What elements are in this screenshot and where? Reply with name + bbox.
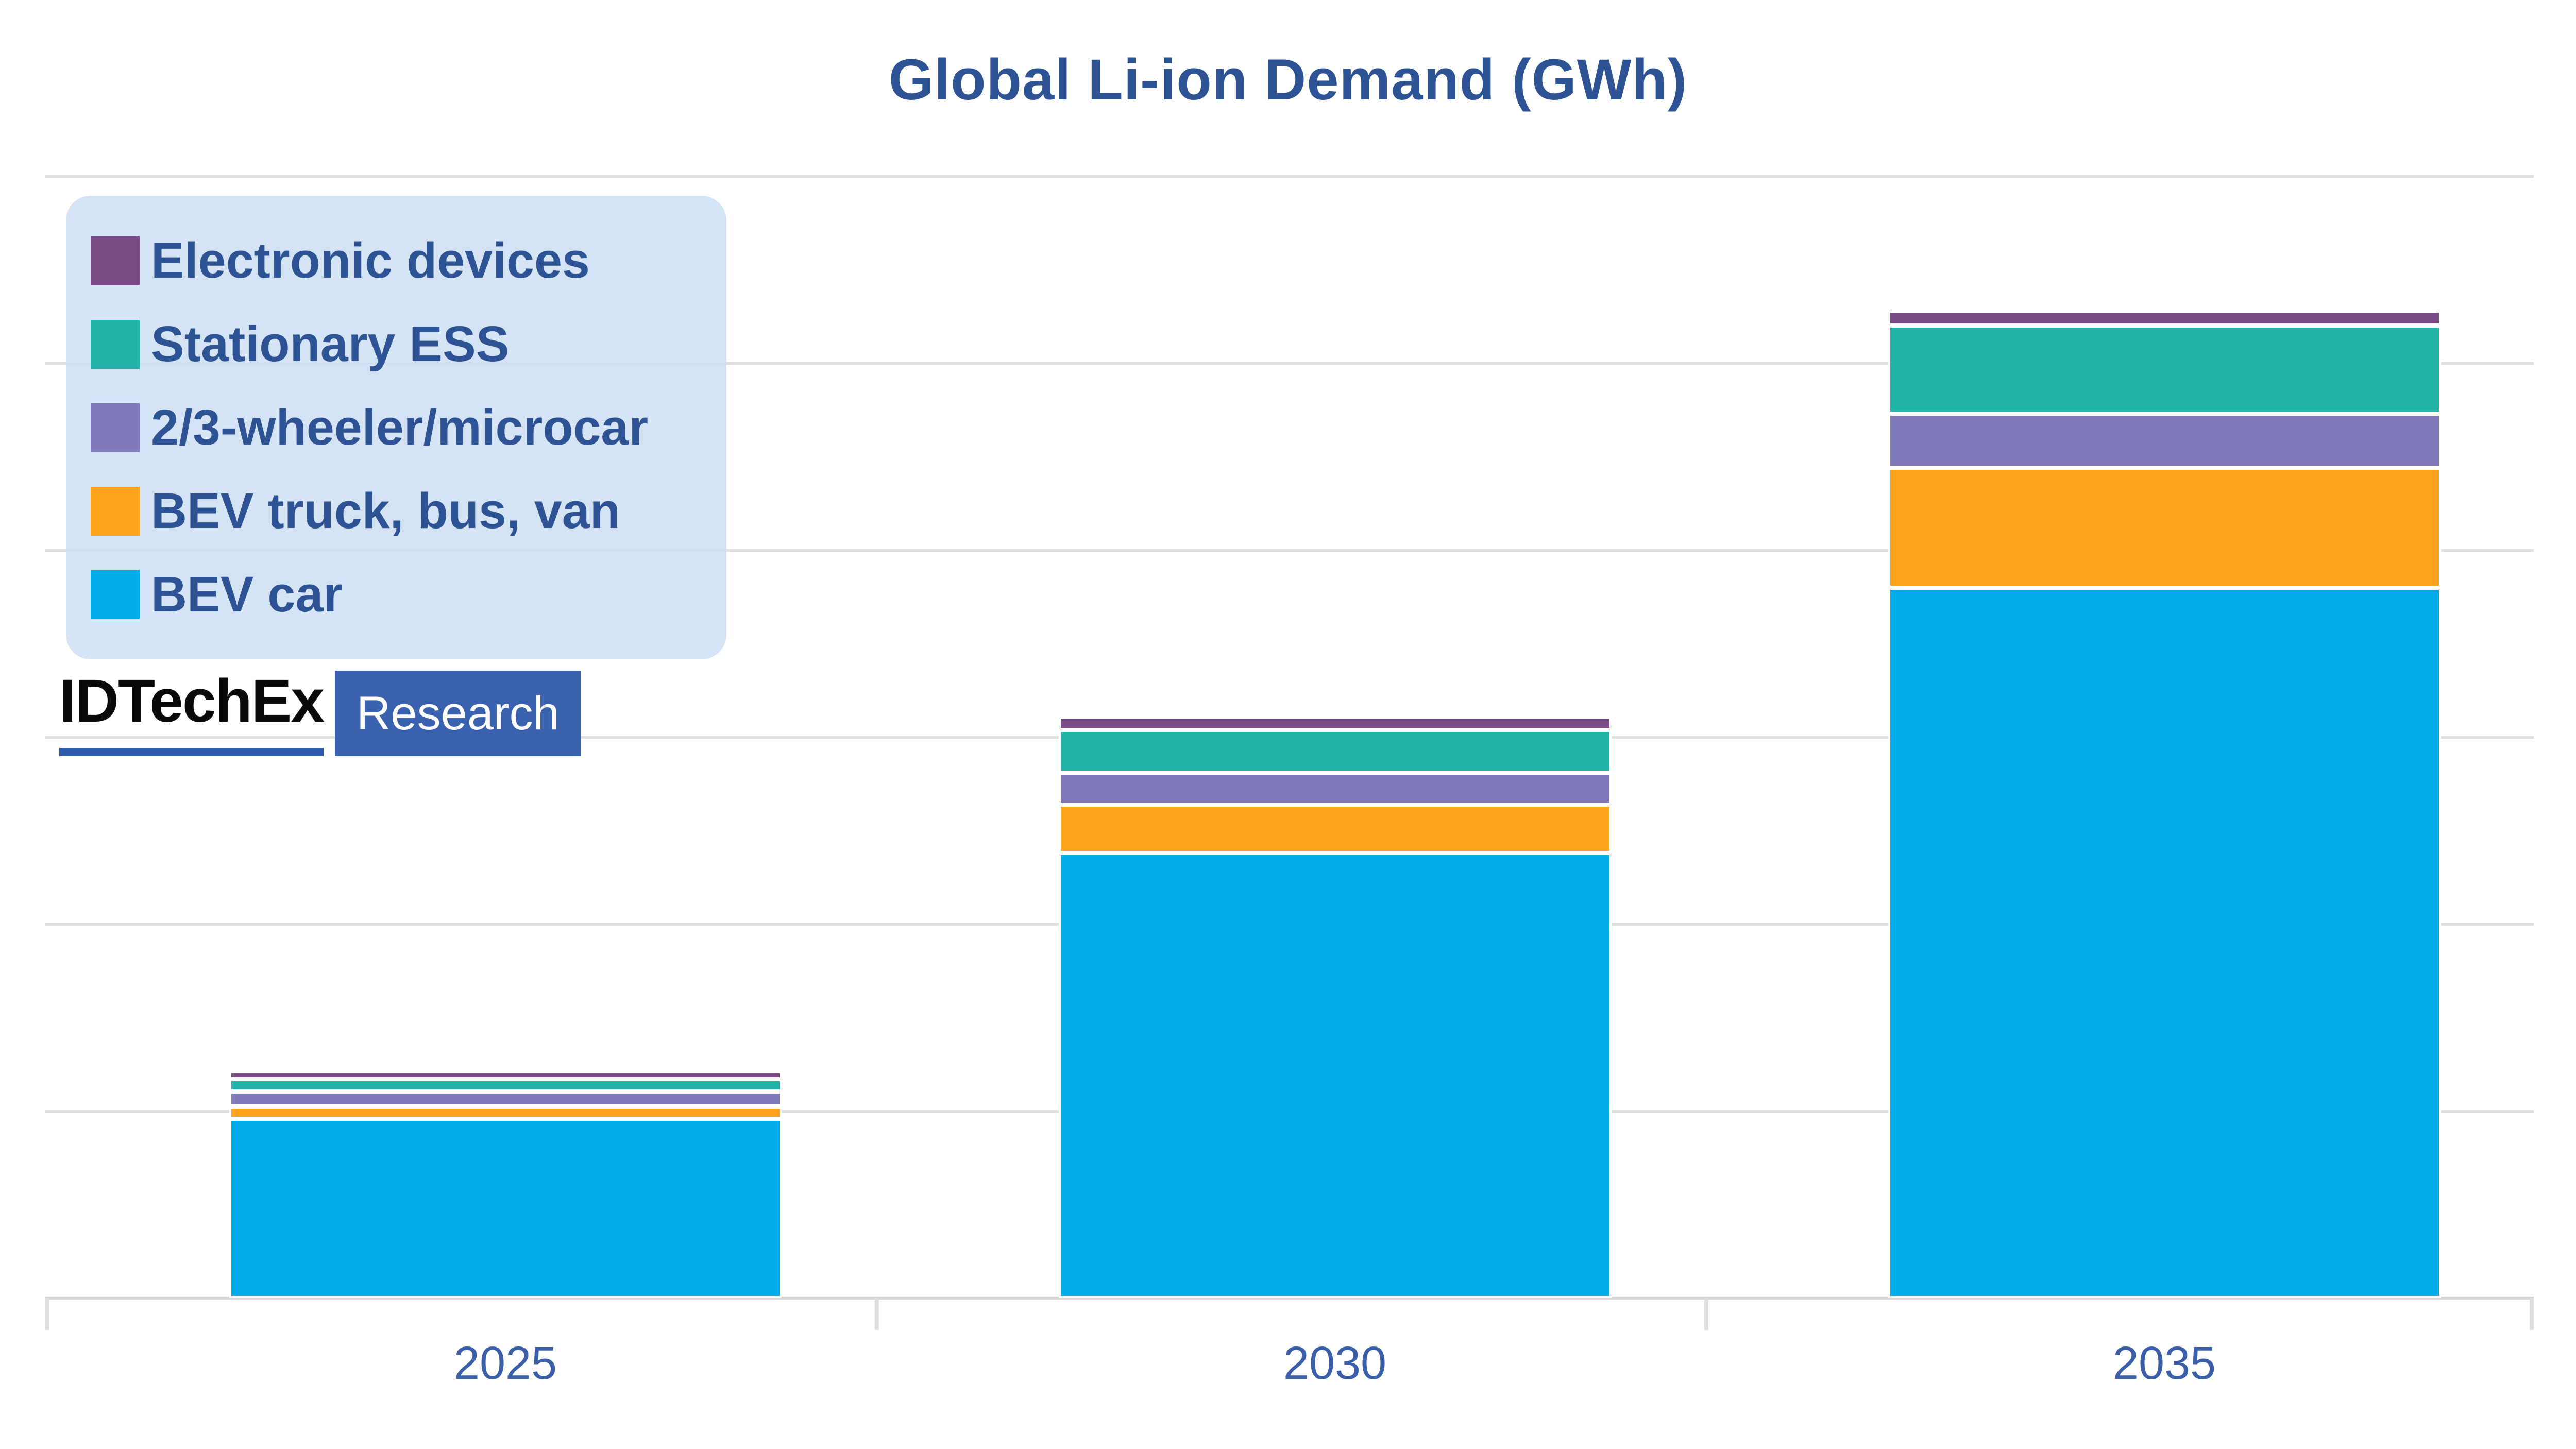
legend-label: BEV truck, bus, van (151, 483, 620, 539)
legend-swatch-icon (91, 319, 140, 369)
x-axis-tick-2 (1704, 1298, 1708, 1330)
segment-2030-Stationary ESS (1058, 729, 1612, 773)
segment-2035-Stationary ESS (1888, 326, 2441, 414)
legend-swatch-icon (91, 570, 140, 619)
segment-2035-2/3-wheeler/microcar (1888, 414, 2441, 468)
legend-swatch-icon (91, 486, 140, 536)
legend-label: Electronic devices (151, 232, 590, 288)
x-axis-tick-3 (2530, 1298, 2534, 1330)
segment-2030-BEV truck, bus, van (1058, 804, 1612, 854)
legend-label: 2/3-wheeler/microcar (151, 399, 649, 455)
legend-swatch-icon (91, 403, 140, 452)
gridline-2000 (45, 549, 2534, 552)
chart-title: Global Li-ion Demand (GWh) (888, 47, 1688, 112)
gridline-3000 (45, 175, 2534, 178)
x-label-2025: 2025 (453, 1338, 557, 1389)
segment-2025-Electronic devices (229, 1071, 782, 1079)
segment-2030-2/3-wheeler/microcar (1058, 772, 1612, 805)
bar-2025 (229, 1071, 782, 1298)
x-axis-tick-0 (45, 1298, 49, 1330)
segment-2035-BEV truck, bus, van (1888, 468, 2441, 588)
x-axis-tick-1 (875, 1298, 879, 1330)
legend-item-BEV truck, bus, van: BEV truck, bus, van (91, 482, 726, 540)
plot-area (45, 0, 2534, 1330)
gridline-2500 (45, 362, 2534, 365)
idtechex-underline (59, 748, 324, 756)
idtechex-brand-text: IDTechEx (59, 667, 325, 735)
x-axis-line (45, 1297, 2534, 1300)
legend-label: Stationary ESS (151, 316, 510, 372)
segment-2025-BEV car (229, 1118, 782, 1298)
legend-label: BEV car (151, 566, 343, 622)
segment-2030-Electronic devices (1058, 717, 1612, 730)
segment-2035-BEV car (1888, 587, 2441, 1298)
legend-item-Stationary ESS: Stationary ESS (91, 315, 726, 373)
segment-2025-2/3-wheeler/microcar (229, 1091, 782, 1106)
legend-item-2/3-wheeler/microcar: 2/3-wheeler/microcar (91, 399, 726, 456)
legend-swatch-icon (91, 236, 140, 285)
idtechex-wordmark: IDTechEx (59, 667, 325, 756)
segment-2030-BEV car (1058, 853, 1612, 1298)
x-label-2035: 2035 (2112, 1338, 2216, 1389)
legend-item-BEV car: BEV car (91, 566, 726, 623)
legend-item-Electronic devices: Electronic devices (91, 232, 726, 289)
segment-2035-Electronic devices (1888, 311, 2441, 326)
legend: Electronic devices Stationary ESS 2/3-whee… (66, 196, 726, 659)
segment-2025-Stationary ESS (229, 1079, 782, 1092)
segment-2025-BEV truck, bus, van (229, 1106, 782, 1119)
idtechex-logo: IDTechEx Research (59, 671, 581, 756)
research-badge-text: Research (356, 687, 560, 740)
x-label-2030: 2030 (1283, 1338, 1387, 1389)
research-badge: Research (334, 671, 581, 756)
bar-2030 (1058, 717, 1612, 1298)
bar-2035 (1888, 311, 2441, 1298)
